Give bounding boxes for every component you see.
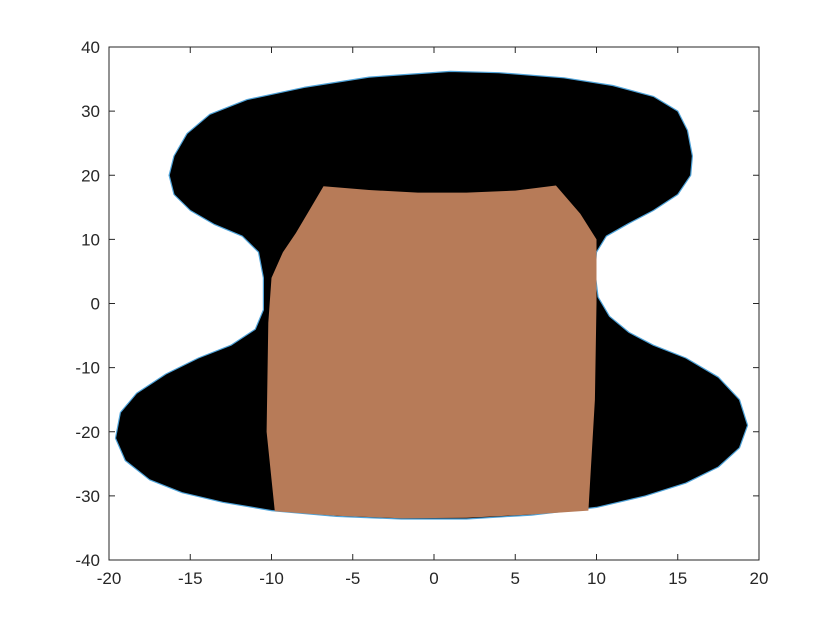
x-tick-label: -5: [345, 569, 360, 588]
x-tick-label: -10: [259, 569, 284, 588]
x-tick-label: 20: [750, 569, 769, 588]
inner-region-polygon: [266, 185, 597, 519]
x-tick-label: 10: [587, 569, 606, 588]
x-tick-label: -20: [97, 569, 122, 588]
y-tick-label: 40: [81, 38, 100, 57]
y-tick-label: 0: [91, 295, 100, 314]
y-tick-label: -40: [75, 551, 100, 570]
x-tick-label: 0: [429, 569, 438, 588]
plot-area: -20 -15 -10 -5 0 5 10 15 20 40 30 20 10 0 -10 -20 -30 -4…: [75, 38, 768, 588]
x-tick-label: 15: [668, 569, 687, 588]
y-tick-label: -30: [75, 487, 100, 506]
x-tick-label: 5: [511, 569, 520, 588]
y-tick-label: 20: [81, 166, 100, 185]
x-tick-label: -15: [178, 569, 203, 588]
y-tick-label: -10: [75, 359, 100, 378]
data-layer: [114, 70, 749, 520]
y-tick-label: 10: [81, 230, 100, 249]
y-tick-label: -20: [75, 423, 100, 442]
y-axis-ticks: 40 30 20 10 0 -10 -20 -30 -40: [75, 38, 759, 570]
y-tick-label: 30: [81, 102, 100, 121]
x-axis-ticks: -20 -15 -10 -5 0 5 10 15 20: [97, 47, 769, 588]
